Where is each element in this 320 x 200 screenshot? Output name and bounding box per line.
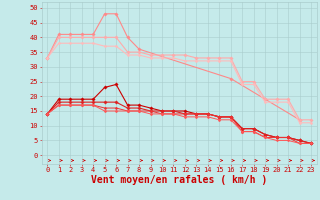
X-axis label: Vent moyen/en rafales ( km/h ): Vent moyen/en rafales ( km/h ) — [91, 175, 267, 185]
